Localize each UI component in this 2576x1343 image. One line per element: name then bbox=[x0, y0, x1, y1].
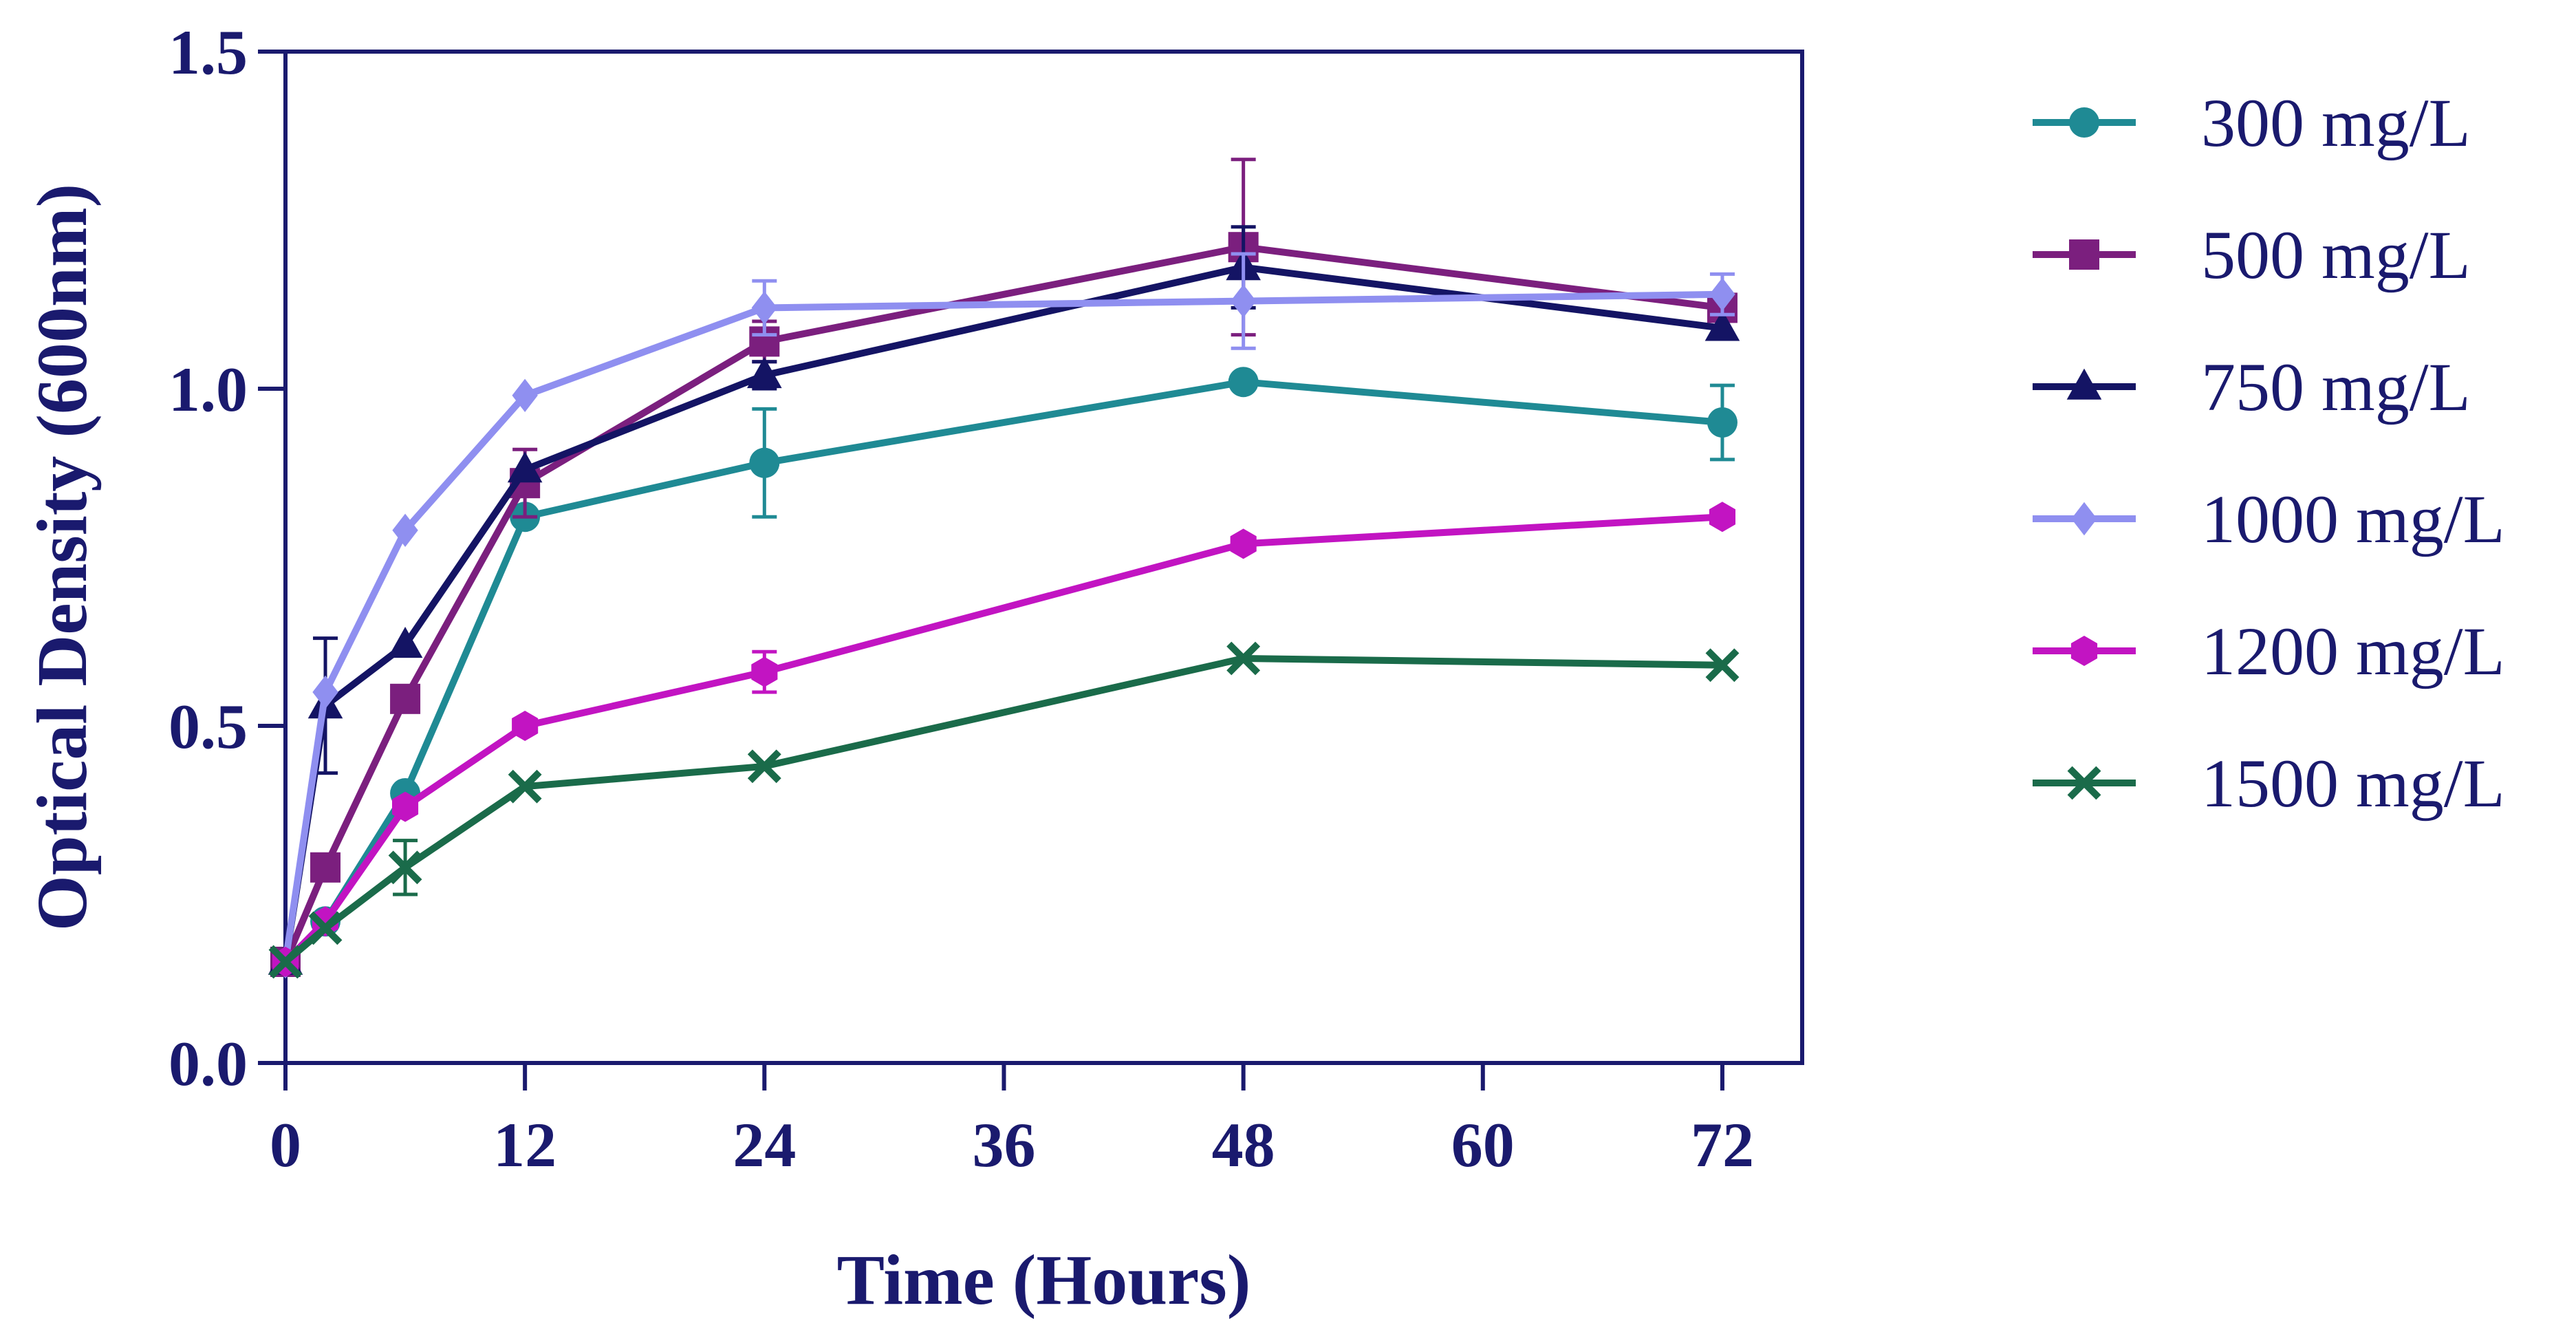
legend-label: 750 mg/L bbox=[2201, 349, 2471, 425]
y-tick-label: 1.0 bbox=[169, 354, 248, 425]
y-tick-label: 0.0 bbox=[169, 1029, 248, 1099]
data-point bbox=[507, 451, 543, 483]
data-point bbox=[1709, 502, 1735, 533]
legend-label: 1200 mg/L bbox=[2201, 613, 2505, 689]
data-point bbox=[508, 769, 542, 804]
legend-marker bbox=[2066, 368, 2102, 400]
series-line bbox=[282, 290, 1722, 963]
data-point bbox=[749, 447, 780, 478]
data-point bbox=[392, 513, 418, 547]
legend-item: 1500 mg/L bbox=[2033, 745, 2505, 821]
axes: 0 12 24 36 48 60 72 0.0 0.5 1.0 1.5 bbox=[169, 17, 1804, 1180]
legend-label: 1000 mg/L bbox=[2201, 481, 2505, 557]
data-point bbox=[747, 357, 782, 389]
data-point bbox=[390, 683, 421, 714]
legend: 300 mg/L 500 mg/L 750 mg/L 1000 mg/L 1200 mg… bbox=[2033, 85, 2505, 821]
legend-item: 300 mg/L bbox=[2033, 85, 2471, 161]
legend-marker bbox=[2067, 766, 2101, 800]
data-point bbox=[1226, 641, 1261, 676]
data-point bbox=[1709, 277, 1735, 311]
data-point bbox=[312, 675, 338, 709]
legend-label: 500 mg/L bbox=[2201, 217, 2471, 293]
series-line bbox=[283, 378, 1723, 965]
data-point bbox=[388, 850, 422, 885]
legend-item: 500 mg/L bbox=[2033, 217, 2471, 293]
legend-marker bbox=[2069, 107, 2099, 138]
y-axis-title: Optical Density (600nm) bbox=[23, 184, 102, 931]
legend-item: 750 mg/L bbox=[2033, 349, 2471, 425]
data-point bbox=[512, 378, 538, 412]
data-point bbox=[1704, 310, 1740, 341]
legend-label: 300 mg/L bbox=[2201, 85, 2471, 161]
series-1500-mg-l bbox=[268, 641, 1740, 979]
series-line bbox=[283, 655, 1722, 965]
series-layer bbox=[268, 158, 1740, 979]
data-point bbox=[751, 291, 778, 325]
y-tick-label: 0.5 bbox=[169, 691, 248, 762]
series-500-mg-l bbox=[270, 158, 1738, 977]
y-tick-label: 1.5 bbox=[169, 17, 248, 87]
data-point bbox=[392, 791, 419, 822]
legend-marker bbox=[2071, 502, 2097, 536]
data-point bbox=[1707, 407, 1738, 438]
x-tick-label: 24 bbox=[733, 1110, 796, 1180]
data-point bbox=[1230, 528, 1257, 559]
series-300-mg-l bbox=[270, 367, 1738, 977]
legend-marker bbox=[2070, 636, 2098, 666]
series-1000-mg-l bbox=[272, 252, 1735, 979]
x-axis-title: Time (Hours) bbox=[837, 1240, 1251, 1320]
x-tick-label: 72 bbox=[1691, 1110, 1754, 1180]
data-point bbox=[387, 627, 423, 658]
plot-frame bbox=[283, 50, 1804, 1065]
x-tick-label: 12 bbox=[493, 1110, 556, 1180]
x-tick-label: 0 bbox=[270, 1110, 301, 1180]
x-tick-label: 36 bbox=[972, 1110, 1035, 1180]
data-point bbox=[1228, 367, 1259, 398]
data-point bbox=[751, 656, 778, 687]
data-point bbox=[310, 852, 341, 883]
legend-item: 1000 mg/L bbox=[2033, 481, 2505, 557]
data-point bbox=[747, 749, 781, 784]
series-1200-mg-l bbox=[272, 502, 1735, 977]
data-point bbox=[1230, 284, 1257, 318]
series-line bbox=[283, 513, 1723, 965]
data-point bbox=[512, 711, 539, 741]
x-tick-label: 60 bbox=[1451, 1110, 1515, 1180]
data-point bbox=[308, 911, 343, 945]
data-point bbox=[1705, 648, 1740, 683]
data-point bbox=[268, 945, 303, 979]
legend-label: 1500 mg/L bbox=[2201, 745, 2505, 821]
legend-marker bbox=[2069, 239, 2099, 270]
x-tick-label: 48 bbox=[1212, 1110, 1275, 1180]
legend-item: 1200 mg/L bbox=[2033, 613, 2505, 689]
series-line bbox=[282, 264, 1723, 963]
data-point bbox=[312, 906, 339, 937]
